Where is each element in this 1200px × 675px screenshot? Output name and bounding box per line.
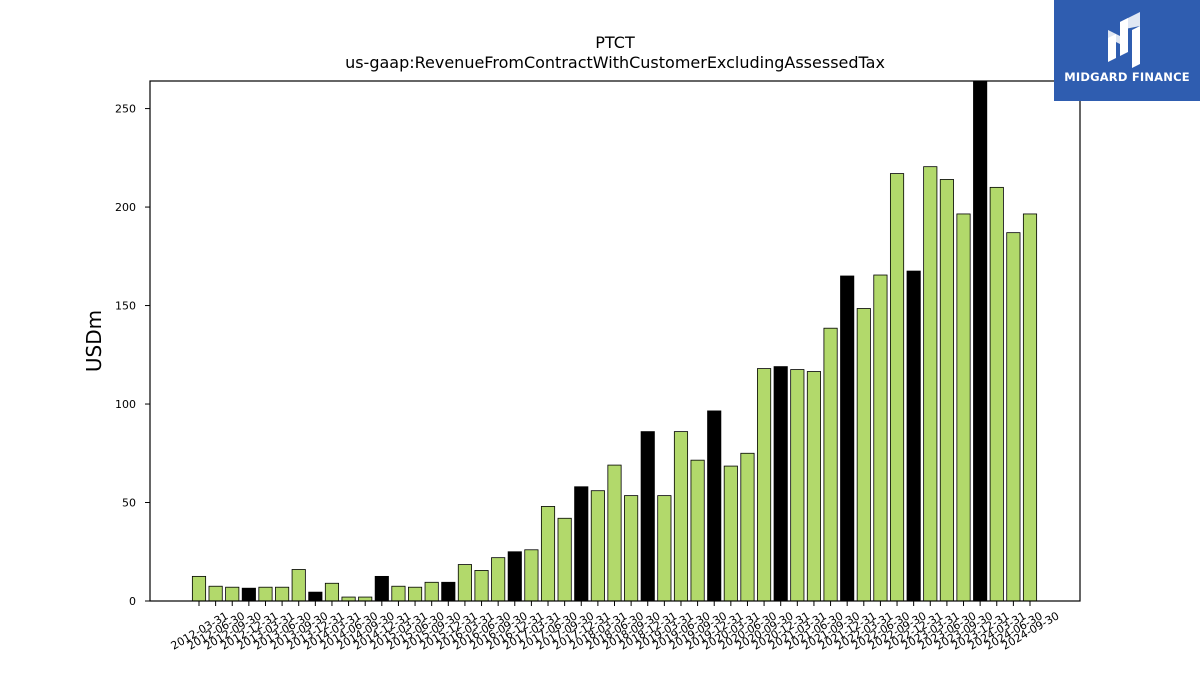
y-tick-label: 200 xyxy=(115,201,136,214)
bar-2019-09-30 xyxy=(690,459,705,602)
logo-text: MIDGARD FINANCE xyxy=(1064,70,1190,84)
bar-2021-12-31 xyxy=(840,275,855,602)
bar-2023-03-31 xyxy=(923,166,938,602)
bar-2012-09-30 xyxy=(225,586,240,602)
bar-2015-06-30 xyxy=(408,586,423,602)
y-tick-label: 0 xyxy=(129,595,136,608)
y-axis: 0 50 100 150 200 250 xyxy=(115,103,150,608)
bar-2016-12-31 xyxy=(507,551,522,602)
bar-2021-06-30 xyxy=(806,371,821,602)
bar-2012-12-31 xyxy=(241,587,256,602)
bar-2023-06-30 xyxy=(939,179,954,602)
midgard-finance-logo: MIDGARD FINANCE xyxy=(1054,0,1200,101)
y-tick-label: 150 xyxy=(115,300,136,313)
bar-2023-09-30 xyxy=(956,213,971,602)
plot-frame xyxy=(149,80,1081,602)
bars-group xyxy=(191,80,1038,602)
bar-2022-06-30 xyxy=(873,274,888,602)
bar-2016-09-30 xyxy=(491,557,506,602)
bar-2015-03-31 xyxy=(391,585,406,602)
bar-2017-12-31 xyxy=(574,486,589,602)
bar-2013-09-30 xyxy=(291,569,306,602)
bar-2022-09-30 xyxy=(889,173,905,602)
bar-2015-09-30 xyxy=(424,581,439,602)
bar-2021-09-30 xyxy=(823,327,838,602)
bar-2017-06-30 xyxy=(540,506,556,602)
bar-2020-06-30 xyxy=(740,452,755,602)
bar-2020-09-30 xyxy=(757,368,772,602)
bar-2012-06-30 xyxy=(208,585,223,602)
bar-2016-03-31 xyxy=(457,564,472,602)
bar-2019-06-30 xyxy=(673,431,689,602)
bar-2013-03-31 xyxy=(258,586,273,602)
bar-2013-06-30 xyxy=(275,586,290,602)
y-tick-label: 50 xyxy=(122,497,136,510)
bar-2013-12-31 xyxy=(308,591,323,602)
bar-2018-03-31 xyxy=(590,490,605,602)
bar-2024-09-30 xyxy=(1022,213,1038,602)
bar-2016-06-30 xyxy=(474,570,489,602)
bar-2017-03-31 xyxy=(524,549,539,602)
bar-2021-03-31 xyxy=(790,369,805,602)
y-tick-label: 100 xyxy=(115,398,136,411)
bar-2024-06-30 xyxy=(1006,232,1021,602)
bar-2024-03-31 xyxy=(989,186,1004,602)
y-axis-label: USDm xyxy=(82,310,106,372)
bar-2015-12-31 xyxy=(441,581,456,602)
bar-2020-03-31 xyxy=(723,465,738,602)
bar-2018-06-30 xyxy=(607,464,622,602)
chart-subtitle: us-gaap:RevenueFromContractWithCustomerE… xyxy=(345,53,885,72)
chart-title: PTCT xyxy=(595,33,635,52)
bar-2022-03-31 xyxy=(856,308,871,602)
bar-2019-12-31 xyxy=(707,410,722,602)
bar-2017-09-30 xyxy=(557,517,572,602)
x-axis: 2012-03-312012-06-302012-09-302012-12-31… xyxy=(169,601,1062,653)
bar-2020-12-31 xyxy=(773,366,788,602)
bar-2014-03-31 xyxy=(324,582,340,602)
midgard-logo-icon xyxy=(1108,12,1140,68)
bar-2018-09-30 xyxy=(624,495,639,602)
bar-2012-03-31 xyxy=(191,575,207,602)
bar-2023-12-31 xyxy=(973,80,988,602)
bar-2018-12-31 xyxy=(640,431,655,602)
y-tick-label: 250 xyxy=(115,103,136,116)
bar-2022-12-31 xyxy=(906,270,921,602)
bar-2019-03-31 xyxy=(657,495,672,602)
bar-2014-12-31 xyxy=(374,575,389,602)
